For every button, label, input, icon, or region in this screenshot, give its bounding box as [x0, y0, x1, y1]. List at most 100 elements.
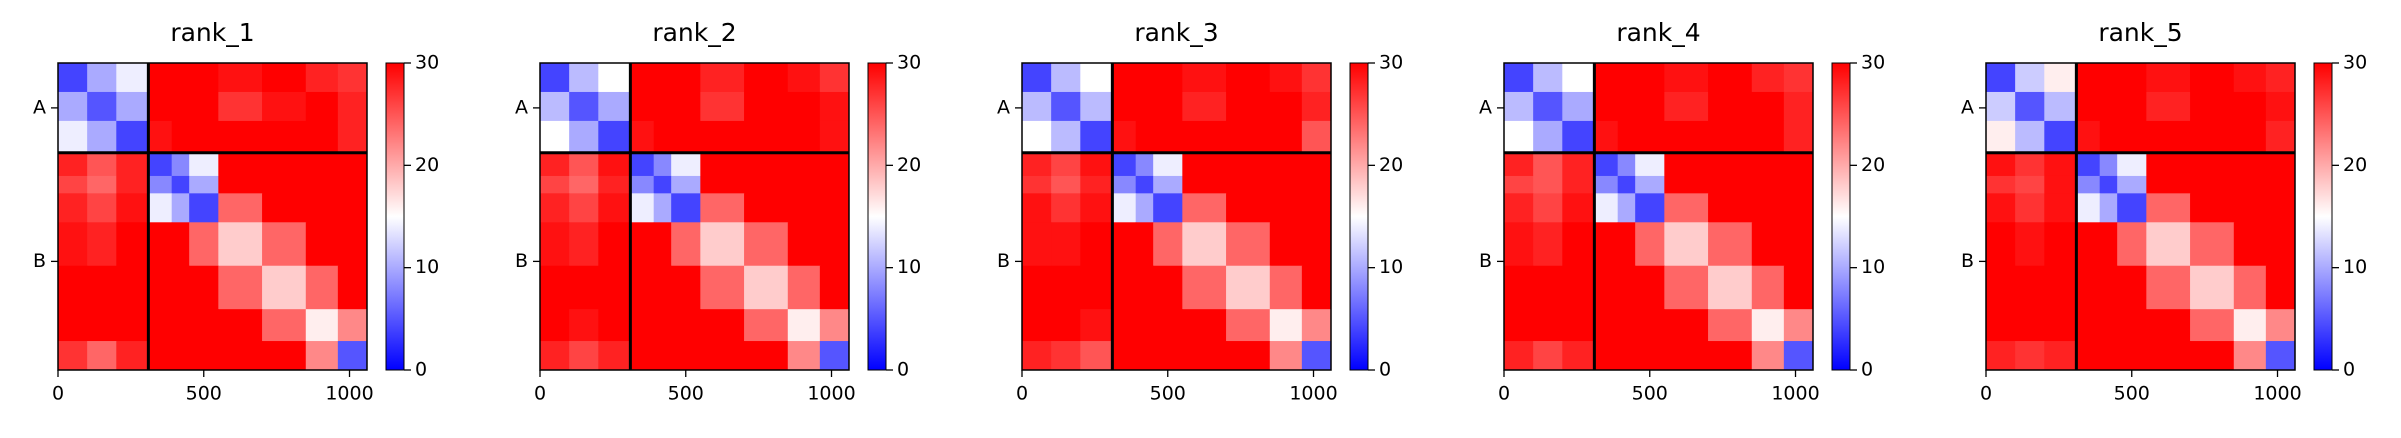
heatmap-cell [2099, 222, 2118, 267]
heatmap-cell [1594, 152, 1619, 177]
heatmap-cell [1986, 91, 2016, 122]
heatmap-cell [1708, 152, 1753, 177]
heatmap-cell [1562, 222, 1595, 267]
heatmap-cell [787, 309, 821, 342]
heatmap-cell [2044, 91, 2077, 122]
heatmap-cell [1986, 152, 2016, 177]
heatmap-cell [1182, 193, 1227, 223]
heatmap-cell [1269, 175, 1303, 194]
heatmap-cell [1986, 265, 2016, 310]
heatmap-cell [1751, 265, 1785, 310]
heatmap-cell [2265, 152, 2296, 177]
heatmap-cell [148, 341, 173, 371]
heatmap-cell [1635, 63, 1665, 93]
heatmap-cell [1504, 63, 1534, 93]
heatmap-cell [1533, 222, 1563, 267]
heatmap-cell [787, 91, 821, 122]
heatmap-cell [1051, 341, 1081, 371]
heatmap-cell [87, 193, 117, 223]
heatmap-cell [1708, 265, 1753, 310]
colorbar-tick-label: 30 [1379, 52, 1403, 74]
heatmap-cell [2076, 63, 2101, 93]
heatmap-cell [1594, 309, 1619, 342]
heatmap-cell [569, 341, 599, 371]
plot-frame [57, 62, 368, 371]
heatmap-cell [116, 193, 149, 223]
heatmap-cell [1562, 265, 1595, 310]
heatmap-cell [1783, 175, 1814, 194]
heatmap-cell [116, 175, 149, 194]
heatmap-cell [671, 175, 701, 194]
heatmap-cell [2015, 309, 2045, 342]
heatmap-cell [630, 152, 655, 177]
heatmap-cell [1533, 193, 1563, 223]
y-tick-label: B [33, 250, 46, 272]
plot-frame [1985, 62, 2296, 371]
heatmap-cell [1022, 63, 1052, 93]
heatmap-cell [1022, 341, 1052, 371]
heatmap-cell [1135, 309, 1154, 342]
x-tick-label: 0 [52, 383, 64, 405]
x-tick-label: 500 [668, 383, 704, 405]
heatmap-cell [1504, 152, 1534, 177]
heatmap-cell [1153, 222, 1183, 267]
heatmap-cell [2265, 91, 2296, 122]
heatmap-cell [787, 222, 821, 267]
heatmap-cell [1664, 265, 1709, 310]
heatmap-cell [262, 63, 307, 93]
heatmap-cell [87, 222, 117, 267]
heatmap-cell [1751, 193, 1785, 223]
x-tick-label: 500 [2114, 383, 2150, 405]
heatmap-cell [671, 222, 701, 267]
heatmap-cell [262, 309, 307, 342]
heatmap-cell [2015, 120, 2045, 154]
heatmap-cell [116, 341, 149, 371]
heatmap-cell [1986, 341, 2016, 371]
heatmap-cell [171, 120, 190, 154]
heatmap-cell [1153, 341, 1183, 371]
heatmap-cell [2015, 341, 2045, 371]
heatmap-cell [744, 175, 789, 194]
heatmap-cell [262, 152, 307, 177]
heatmap-cell [1504, 309, 1534, 342]
heatmap-cell [569, 91, 599, 122]
heatmap-cell [1635, 91, 1665, 122]
colorbar-tick-label: 20 [1861, 154, 1885, 176]
heatmap-cell [2265, 63, 2296, 93]
heatmap-cell [2044, 265, 2077, 310]
heatmap-cell [1153, 265, 1183, 310]
heatmap-cell [700, 152, 745, 177]
heatmap-cell [337, 309, 368, 342]
heatmap-cell [1080, 91, 1113, 122]
colorbar-tick-label: 0 [1379, 359, 1391, 381]
heatmap-cell [653, 120, 672, 154]
heatmap-cell [1182, 63, 1227, 93]
heatmap-cell [2076, 193, 2101, 223]
heatmap-cell [1080, 120, 1113, 154]
heatmap-cell [2265, 222, 2296, 267]
heatmap-cell [2146, 222, 2191, 267]
heatmap-cell [1504, 193, 1534, 223]
heatmap-cell [671, 152, 701, 177]
heatmap-cell [116, 152, 149, 177]
heatmap-cell [1135, 120, 1154, 154]
heatmap-cell [1051, 309, 1081, 342]
heatmap-cell [671, 341, 701, 371]
heatmap-cell [2146, 265, 2191, 310]
heatmap-cell [116, 222, 149, 267]
heatmap-cell [1664, 63, 1709, 93]
heatmap-cell [116, 265, 149, 310]
heatmap-cell [1226, 309, 1271, 342]
heatmap-cell [1135, 175, 1154, 194]
heatmap-cell [1664, 309, 1709, 342]
heatmap-cell [2099, 91, 2118, 122]
heatmap-cell [1135, 222, 1154, 267]
heatmap-cell [2099, 193, 2118, 223]
heatmap-cell [819, 91, 850, 122]
heatmap-cell [819, 152, 850, 177]
heatmap-cell [744, 341, 789, 371]
heatmap-cell [540, 91, 570, 122]
heatmap-cell [2233, 63, 2267, 93]
heatmap-cell [1301, 222, 1332, 267]
heatmap-cell [1635, 265, 1665, 310]
